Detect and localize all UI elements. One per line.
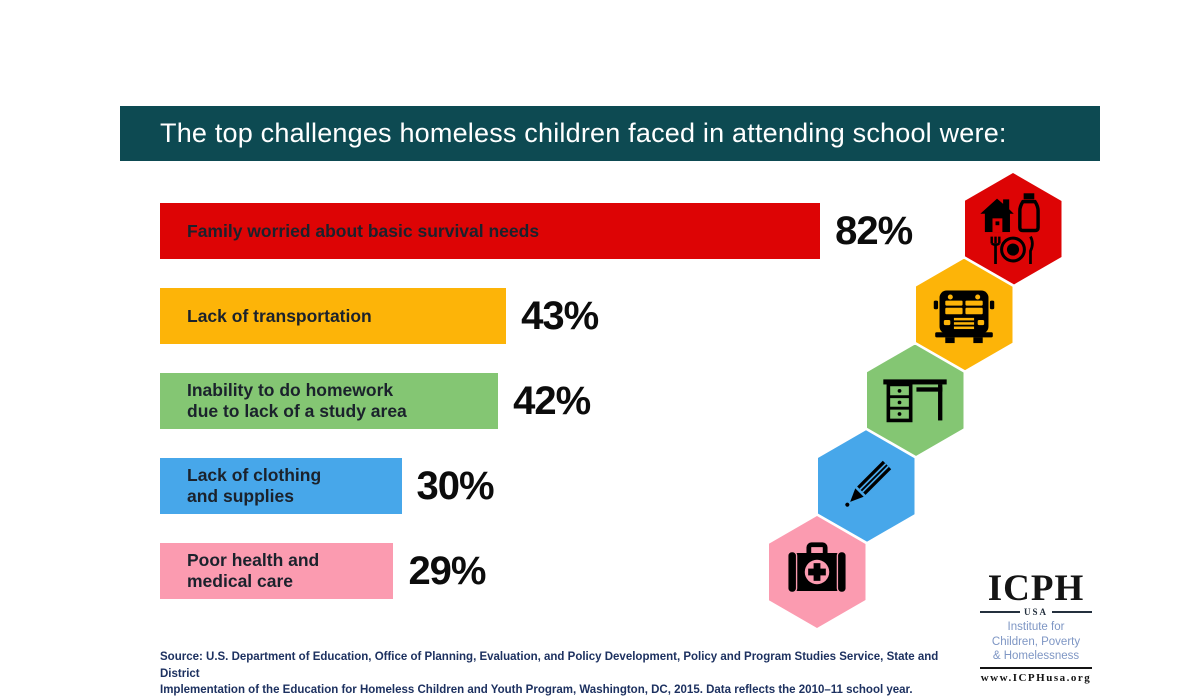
hexagon-fill <box>866 344 964 457</box>
logo-url: www.ICPHusa.org <box>980 672 1092 685</box>
bar-label: Poor health and medical care <box>187 550 320 591</box>
first-aid-icon <box>783 538 851 606</box>
hexagon-fill <box>768 516 866 628</box>
bar-row: Poor health and medical care 29% <box>160 543 912 599</box>
bar-label: Lack of clothing and supplies <box>187 465 322 506</box>
title-bar: The top challenges homeless children fac… <box>120 106 1100 161</box>
logo-region: USA <box>1024 607 1049 618</box>
bar-row: Family worried about basic survival need… <box>160 203 913 259</box>
logo-acronym: ICPH <box>987 568 1085 609</box>
bar: Inability to do homework due to lack of … <box>160 373 499 429</box>
bar-label: Inability to do homework due to lack of … <box>187 380 407 421</box>
logo-name: Institute for Children, Poverty & Homele… <box>991 621 1081 662</box>
bar-row: Lack of clothing and supplies 30% <box>160 458 912 514</box>
bar-value: 43% <box>521 293 599 338</box>
bar-value: 42% <box>513 378 591 423</box>
bar-label: Family worried about basic survival need… <box>187 220 540 241</box>
bar-row: Lack of transportation 43% <box>160 288 912 344</box>
bar: Family worried about basic survival need… <box>160 203 821 259</box>
icph-logo: ICPH USA Institute for Children, Poverty… <box>980 568 1093 685</box>
logo-rule-left <box>980 611 1020 614</box>
hexagon-fill <box>915 258 1013 371</box>
chart-title: The top challenges homeless children fac… <box>160 118 1007 148</box>
desk-icon <box>879 365 951 437</box>
survival-needs-icon <box>975 191 1051 267</box>
logo-region-row: USA <box>980 607 1093 618</box>
bar: Lack of clothing and supplies <box>160 458 402 514</box>
hexagon-first-aid <box>765 513 869 631</box>
bar-value: 30% <box>416 463 495 508</box>
bar-value: 29% <box>408 548 486 593</box>
bar: Poor health and medical care <box>160 543 394 599</box>
pencil-icon <box>833 453 899 519</box>
bar-row: Inability to do homework due to lack of … <box>160 373 912 429</box>
hexagon-desk <box>863 341 967 460</box>
bar: Lack of transportation <box>160 288 507 344</box>
hexagon-fill <box>817 430 915 543</box>
bar-label: Lack of transportation <box>187 305 372 326</box>
logo-divider <box>980 667 1092 670</box>
logo-rule-right <box>1052 611 1093 614</box>
bar-value: 82% <box>835 208 913 253</box>
school-bus-icon <box>928 279 1000 351</box>
bar-chart: Family worried about basic survival need… <box>160 203 913 628</box>
hexagon-school-bus <box>912 255 1016 374</box>
source-note: Source: U.S. Department of Education, Of… <box>160 651 939 696</box>
